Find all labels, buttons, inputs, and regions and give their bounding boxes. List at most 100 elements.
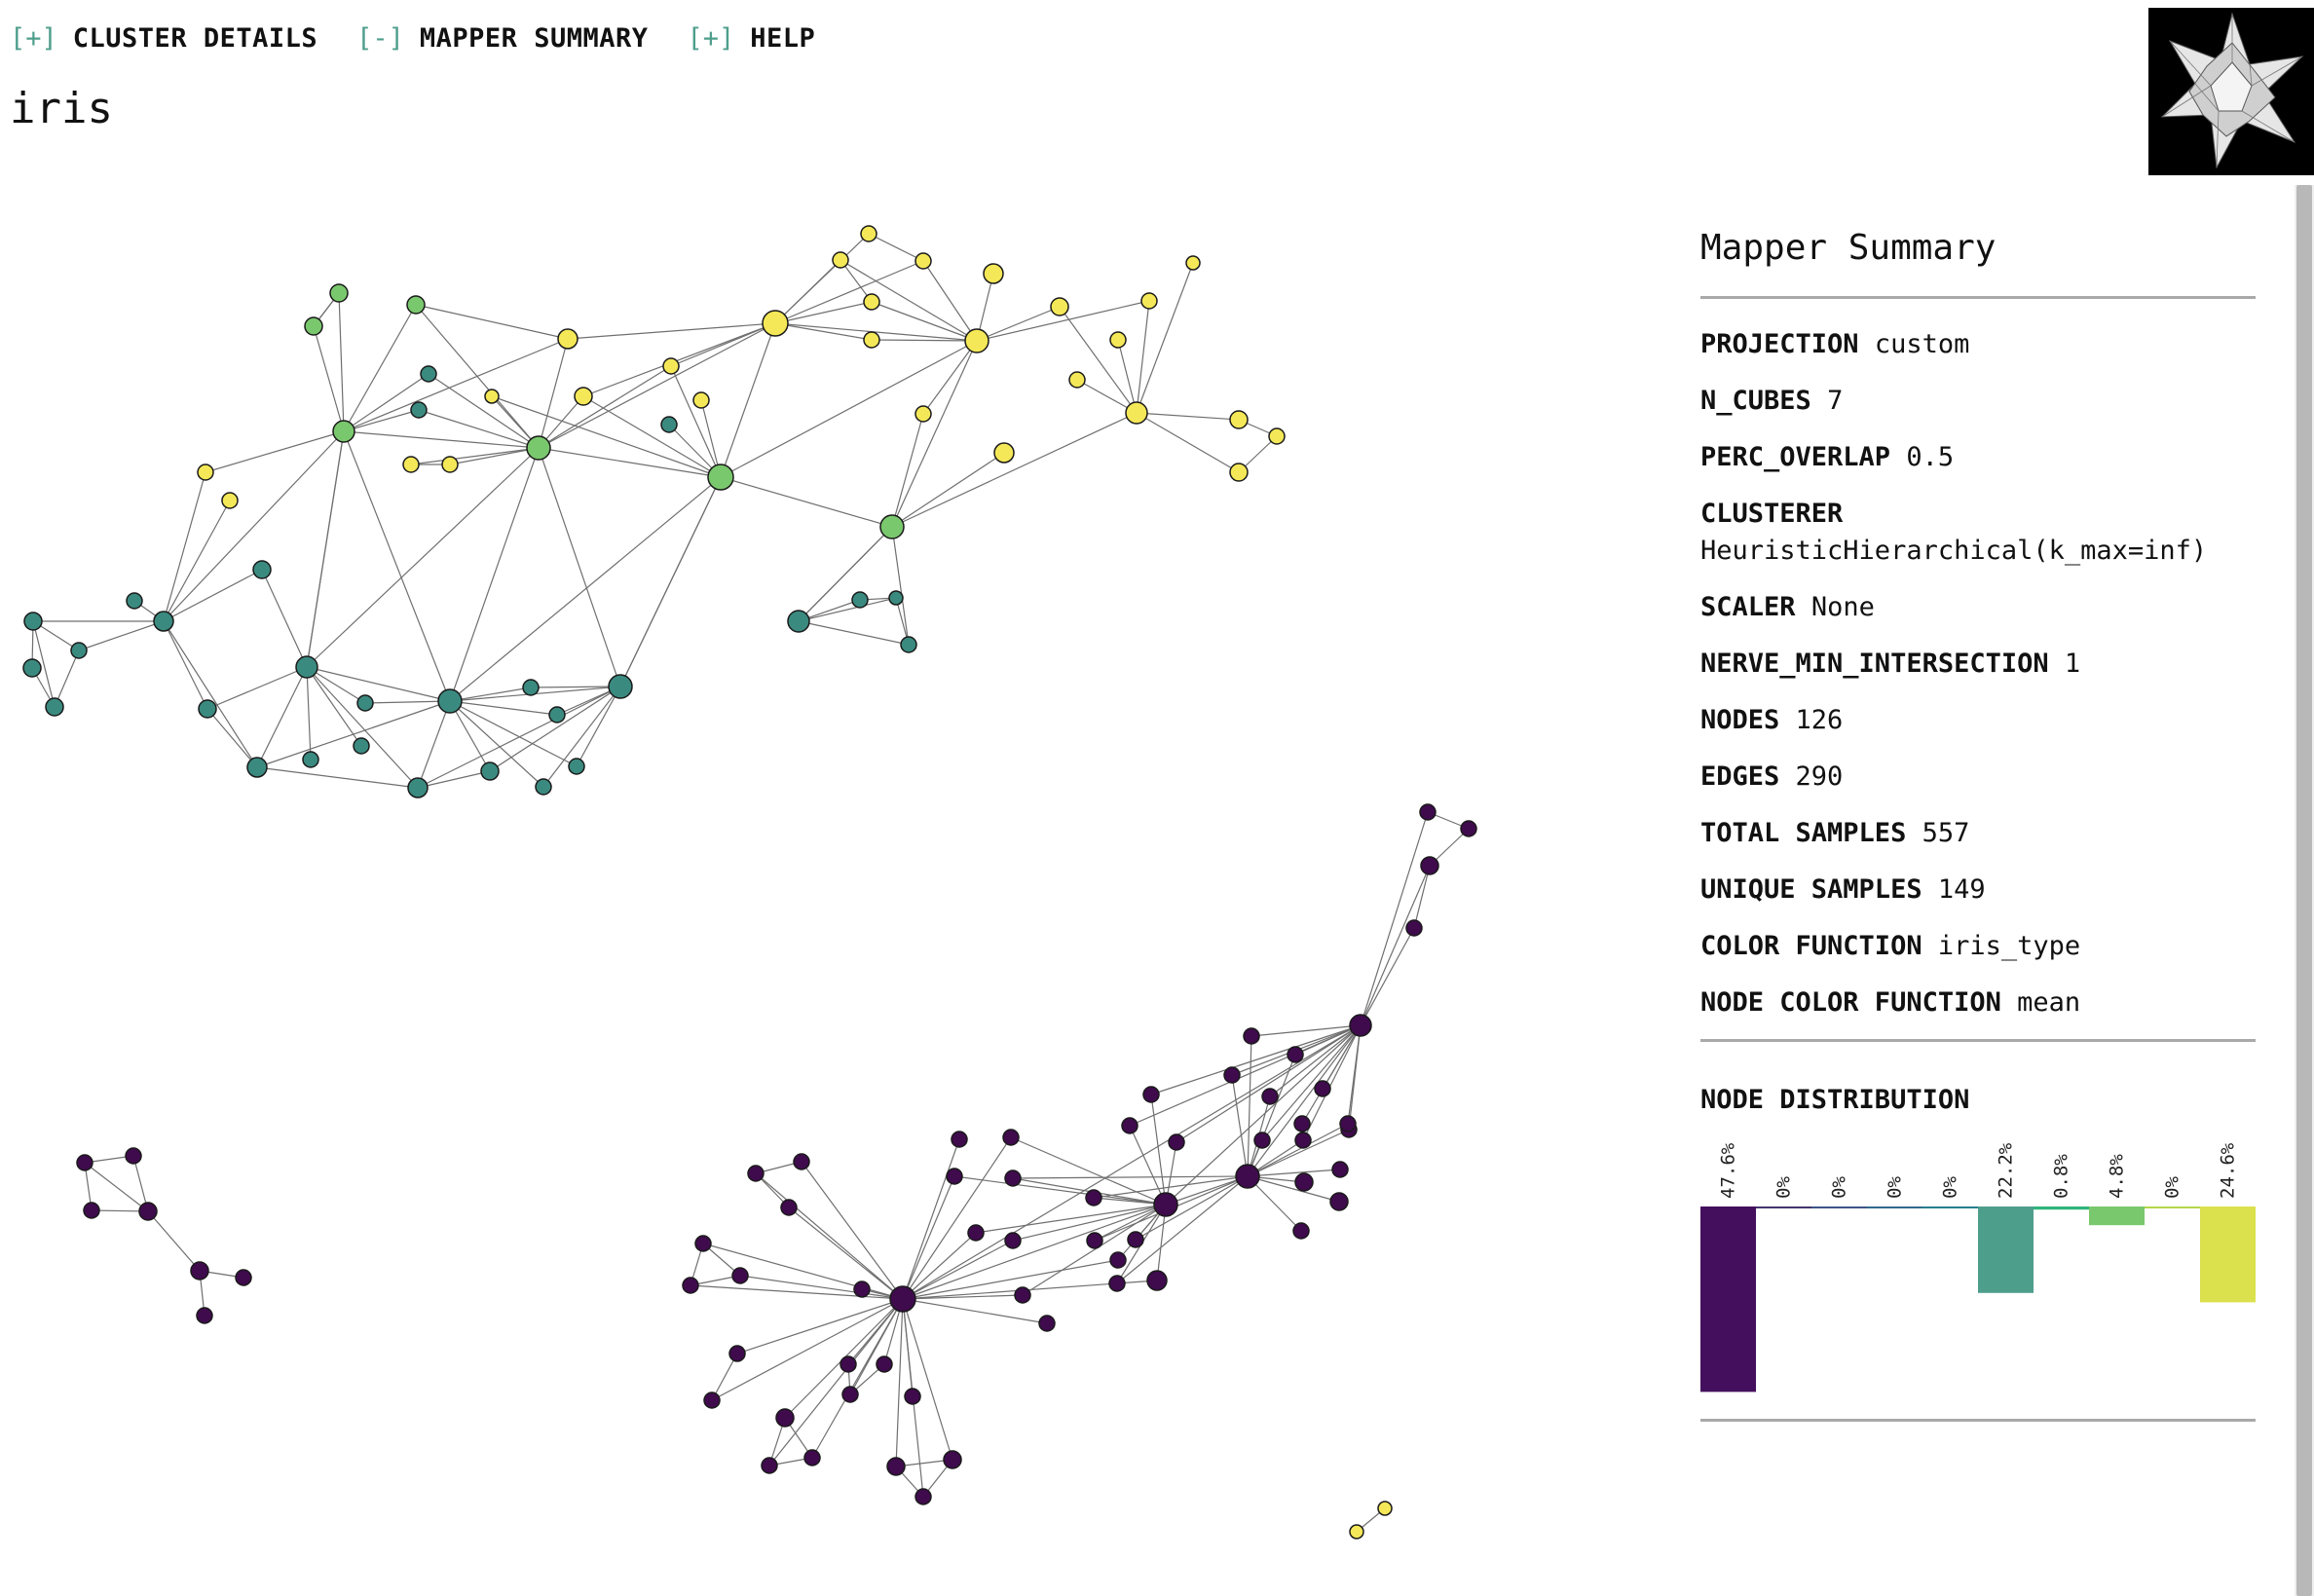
graph-node[interactable] bbox=[876, 1355, 893, 1373]
graph-node[interactable] bbox=[1253, 1132, 1271, 1149]
graph-node[interactable] bbox=[694, 1235, 712, 1252]
graph-node[interactable] bbox=[138, 1202, 158, 1221]
graph-node[interactable] bbox=[762, 310, 789, 337]
graph-node[interactable] bbox=[1086, 1232, 1103, 1249]
graph-node[interactable] bbox=[1108, 1275, 1126, 1292]
graph-node[interactable] bbox=[964, 328, 989, 353]
graph-node[interactable] bbox=[1004, 1169, 1022, 1187]
graph-node[interactable] bbox=[197, 464, 214, 481]
graph-node[interactable] bbox=[1235, 1164, 1260, 1189]
graph-node[interactable] bbox=[407, 777, 429, 798]
graph-node[interactable] bbox=[526, 435, 551, 461]
graph-node[interactable] bbox=[548, 706, 566, 724]
graph-node[interactable] bbox=[1349, 1014, 1372, 1037]
graph-node[interactable] bbox=[1405, 919, 1423, 937]
graph-node[interactable] bbox=[1293, 1115, 1311, 1132]
graph-node[interactable] bbox=[914, 405, 932, 423]
graph-node[interactable] bbox=[1287, 1046, 1304, 1063]
graph-node[interactable] bbox=[1125, 401, 1148, 425]
graph-node[interactable] bbox=[889, 1285, 916, 1313]
graph-node[interactable] bbox=[198, 699, 217, 719]
graph-node[interactable] bbox=[832, 251, 849, 269]
graph-node[interactable] bbox=[1050, 297, 1069, 316]
graph-node[interactable] bbox=[153, 611, 174, 632]
graph-node[interactable] bbox=[662, 357, 680, 375]
scrollbar-thumb[interactable] bbox=[2296, 185, 2312, 1596]
graph-node[interactable] bbox=[703, 1392, 721, 1409]
graph-node[interactable] bbox=[1004, 1232, 1022, 1249]
graph-node[interactable] bbox=[775, 1408, 795, 1428]
graph-node[interactable] bbox=[126, 592, 143, 610]
graph-node[interactable] bbox=[1085, 1189, 1102, 1206]
graph-node[interactable] bbox=[329, 283, 349, 303]
graph-node[interactable] bbox=[1419, 803, 1437, 821]
graph-node[interactable] bbox=[437, 688, 463, 714]
graph-node[interactable] bbox=[535, 778, 552, 796]
graph-node[interactable] bbox=[1185, 255, 1201, 271]
graph-node[interactable] bbox=[993, 442, 1015, 464]
graph-node[interactable] bbox=[967, 1224, 985, 1242]
graph-node[interactable] bbox=[840, 1355, 857, 1373]
graph-node[interactable] bbox=[1014, 1286, 1031, 1304]
cluster-details-toggle[interactable]: [+] CLUSTER DETAILS bbox=[10, 23, 317, 54]
graph-node[interactable] bbox=[780, 1199, 798, 1216]
graph-node[interactable] bbox=[1292, 1222, 1310, 1240]
graph-node[interactable] bbox=[851, 591, 869, 609]
graph-node[interactable] bbox=[221, 492, 239, 509]
graph-node[interactable] bbox=[951, 1131, 968, 1148]
graph-node[interactable] bbox=[1331, 1161, 1349, 1178]
graph-node[interactable] bbox=[1294, 1132, 1312, 1149]
graph-node[interactable] bbox=[332, 420, 355, 443]
graph-node[interactable] bbox=[692, 391, 710, 409]
graph-node[interactable] bbox=[406, 295, 426, 315]
graph-node[interactable] bbox=[1002, 1129, 1020, 1146]
graph-node[interactable] bbox=[914, 1488, 932, 1505]
graph-node[interactable] bbox=[793, 1153, 810, 1170]
graph-node[interactable] bbox=[943, 1450, 962, 1469]
graph-node[interactable] bbox=[1261, 1088, 1279, 1105]
graph-node[interactable] bbox=[83, 1202, 100, 1219]
graph-node[interactable] bbox=[863, 331, 880, 349]
graph-node[interactable] bbox=[761, 1457, 778, 1474]
graph-node[interactable] bbox=[420, 365, 437, 383]
graph-node[interactable] bbox=[1377, 1501, 1393, 1516]
graph-node[interactable] bbox=[1153, 1192, 1178, 1217]
help-toggle[interactable]: [+] HELP bbox=[687, 23, 815, 54]
graph-node[interactable] bbox=[484, 389, 500, 404]
graph-node[interactable] bbox=[196, 1307, 213, 1324]
graph-node[interactable] bbox=[304, 316, 323, 336]
graph-node[interactable] bbox=[522, 679, 540, 696]
graph-node[interactable] bbox=[1294, 1172, 1314, 1192]
graph-node[interactable] bbox=[568, 758, 585, 775]
graph-node[interactable] bbox=[747, 1165, 765, 1182]
graph-node[interactable] bbox=[860, 225, 877, 242]
graph-node[interactable] bbox=[660, 416, 678, 433]
graph-node[interactable] bbox=[682, 1277, 699, 1294]
graph-node[interactable] bbox=[1140, 292, 1158, 310]
graph-node[interactable] bbox=[1127, 1231, 1144, 1248]
graph-node[interactable] bbox=[803, 1449, 821, 1466]
graph-node[interactable] bbox=[900, 636, 917, 653]
graph-node[interactable] bbox=[886, 1457, 906, 1476]
graph-node[interactable] bbox=[45, 697, 64, 717]
graph-node[interactable] bbox=[1314, 1080, 1331, 1097]
graph-node[interactable] bbox=[888, 590, 904, 606]
graph-node[interactable] bbox=[1109, 331, 1127, 349]
graph-node[interactable] bbox=[1229, 410, 1249, 429]
graph-node[interactable] bbox=[1349, 1524, 1364, 1540]
graph-node[interactable] bbox=[1268, 427, 1286, 445]
graph-node[interactable] bbox=[295, 655, 318, 679]
graph-node[interactable] bbox=[731, 1267, 749, 1284]
graph-node[interactable] bbox=[410, 401, 428, 419]
graph-node[interactable] bbox=[787, 610, 810, 633]
graph-node[interactable] bbox=[125, 1147, 142, 1165]
graph-node[interactable] bbox=[1068, 371, 1086, 389]
mapper-graph[interactable] bbox=[0, 185, 1675, 1596]
graph-node[interactable] bbox=[904, 1388, 921, 1405]
graph-node[interactable] bbox=[853, 1281, 871, 1298]
graph-node[interactable] bbox=[574, 387, 593, 406]
graph-node[interactable] bbox=[946, 1168, 963, 1185]
graph-node[interactable] bbox=[235, 1269, 252, 1286]
graph-node[interactable] bbox=[356, 694, 374, 712]
graph-node[interactable] bbox=[1168, 1133, 1185, 1151]
